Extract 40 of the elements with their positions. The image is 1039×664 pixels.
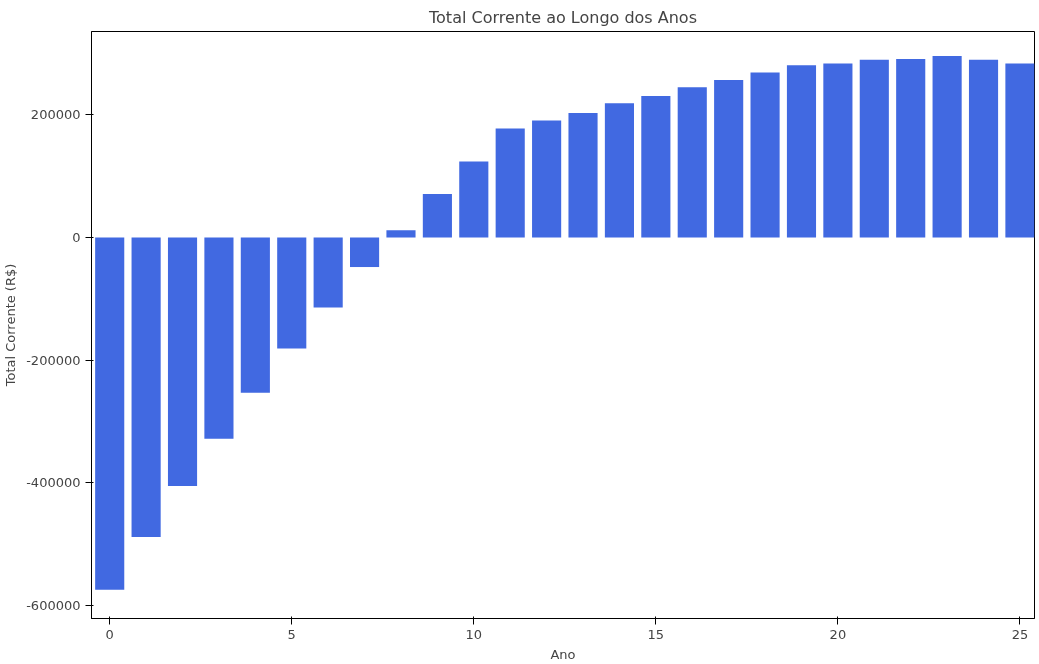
y-axis-title: Total Corrente (R$) [3,263,19,388]
bar [422,194,452,238]
bar [714,79,744,238]
chart-title: Total Corrente ao Longo dos Anos [428,7,697,27]
bar [131,237,161,537]
y-tick-label: 0 [72,230,81,246]
bar [386,230,416,238]
bar [95,237,125,590]
bar [932,56,962,238]
x-tick-label: 0 [105,626,114,642]
bar [568,113,598,238]
x-tick-label: 20 [829,626,847,642]
bar [750,72,780,238]
bar [786,65,817,238]
bar [495,128,525,238]
bar [277,237,307,349]
bar [532,120,562,238]
x-tick-label: 5 [287,626,296,642]
y-tick-label: -400000 [26,475,81,491]
y-tick-label: -200000 [26,352,81,368]
x-axis-title: Ano [550,646,576,662]
x-tick-label: 10 [465,626,483,642]
bar [240,237,270,393]
x-tick-label: 15 [647,626,665,642]
bar [677,87,707,238]
bar [604,103,634,238]
bar [1005,63,1035,238]
bar [167,237,198,487]
bar [204,237,234,439]
x-tick-label: 25 [1011,626,1029,642]
bar [823,63,853,238]
y-tick-label: 200000 [30,107,81,123]
bar [896,59,926,238]
bar [350,237,380,268]
y-tick-label: -600000 [26,598,81,614]
bar [459,161,489,238]
bar [313,237,343,308]
bar [859,59,889,238]
bar [641,95,671,238]
bar [968,59,999,238]
